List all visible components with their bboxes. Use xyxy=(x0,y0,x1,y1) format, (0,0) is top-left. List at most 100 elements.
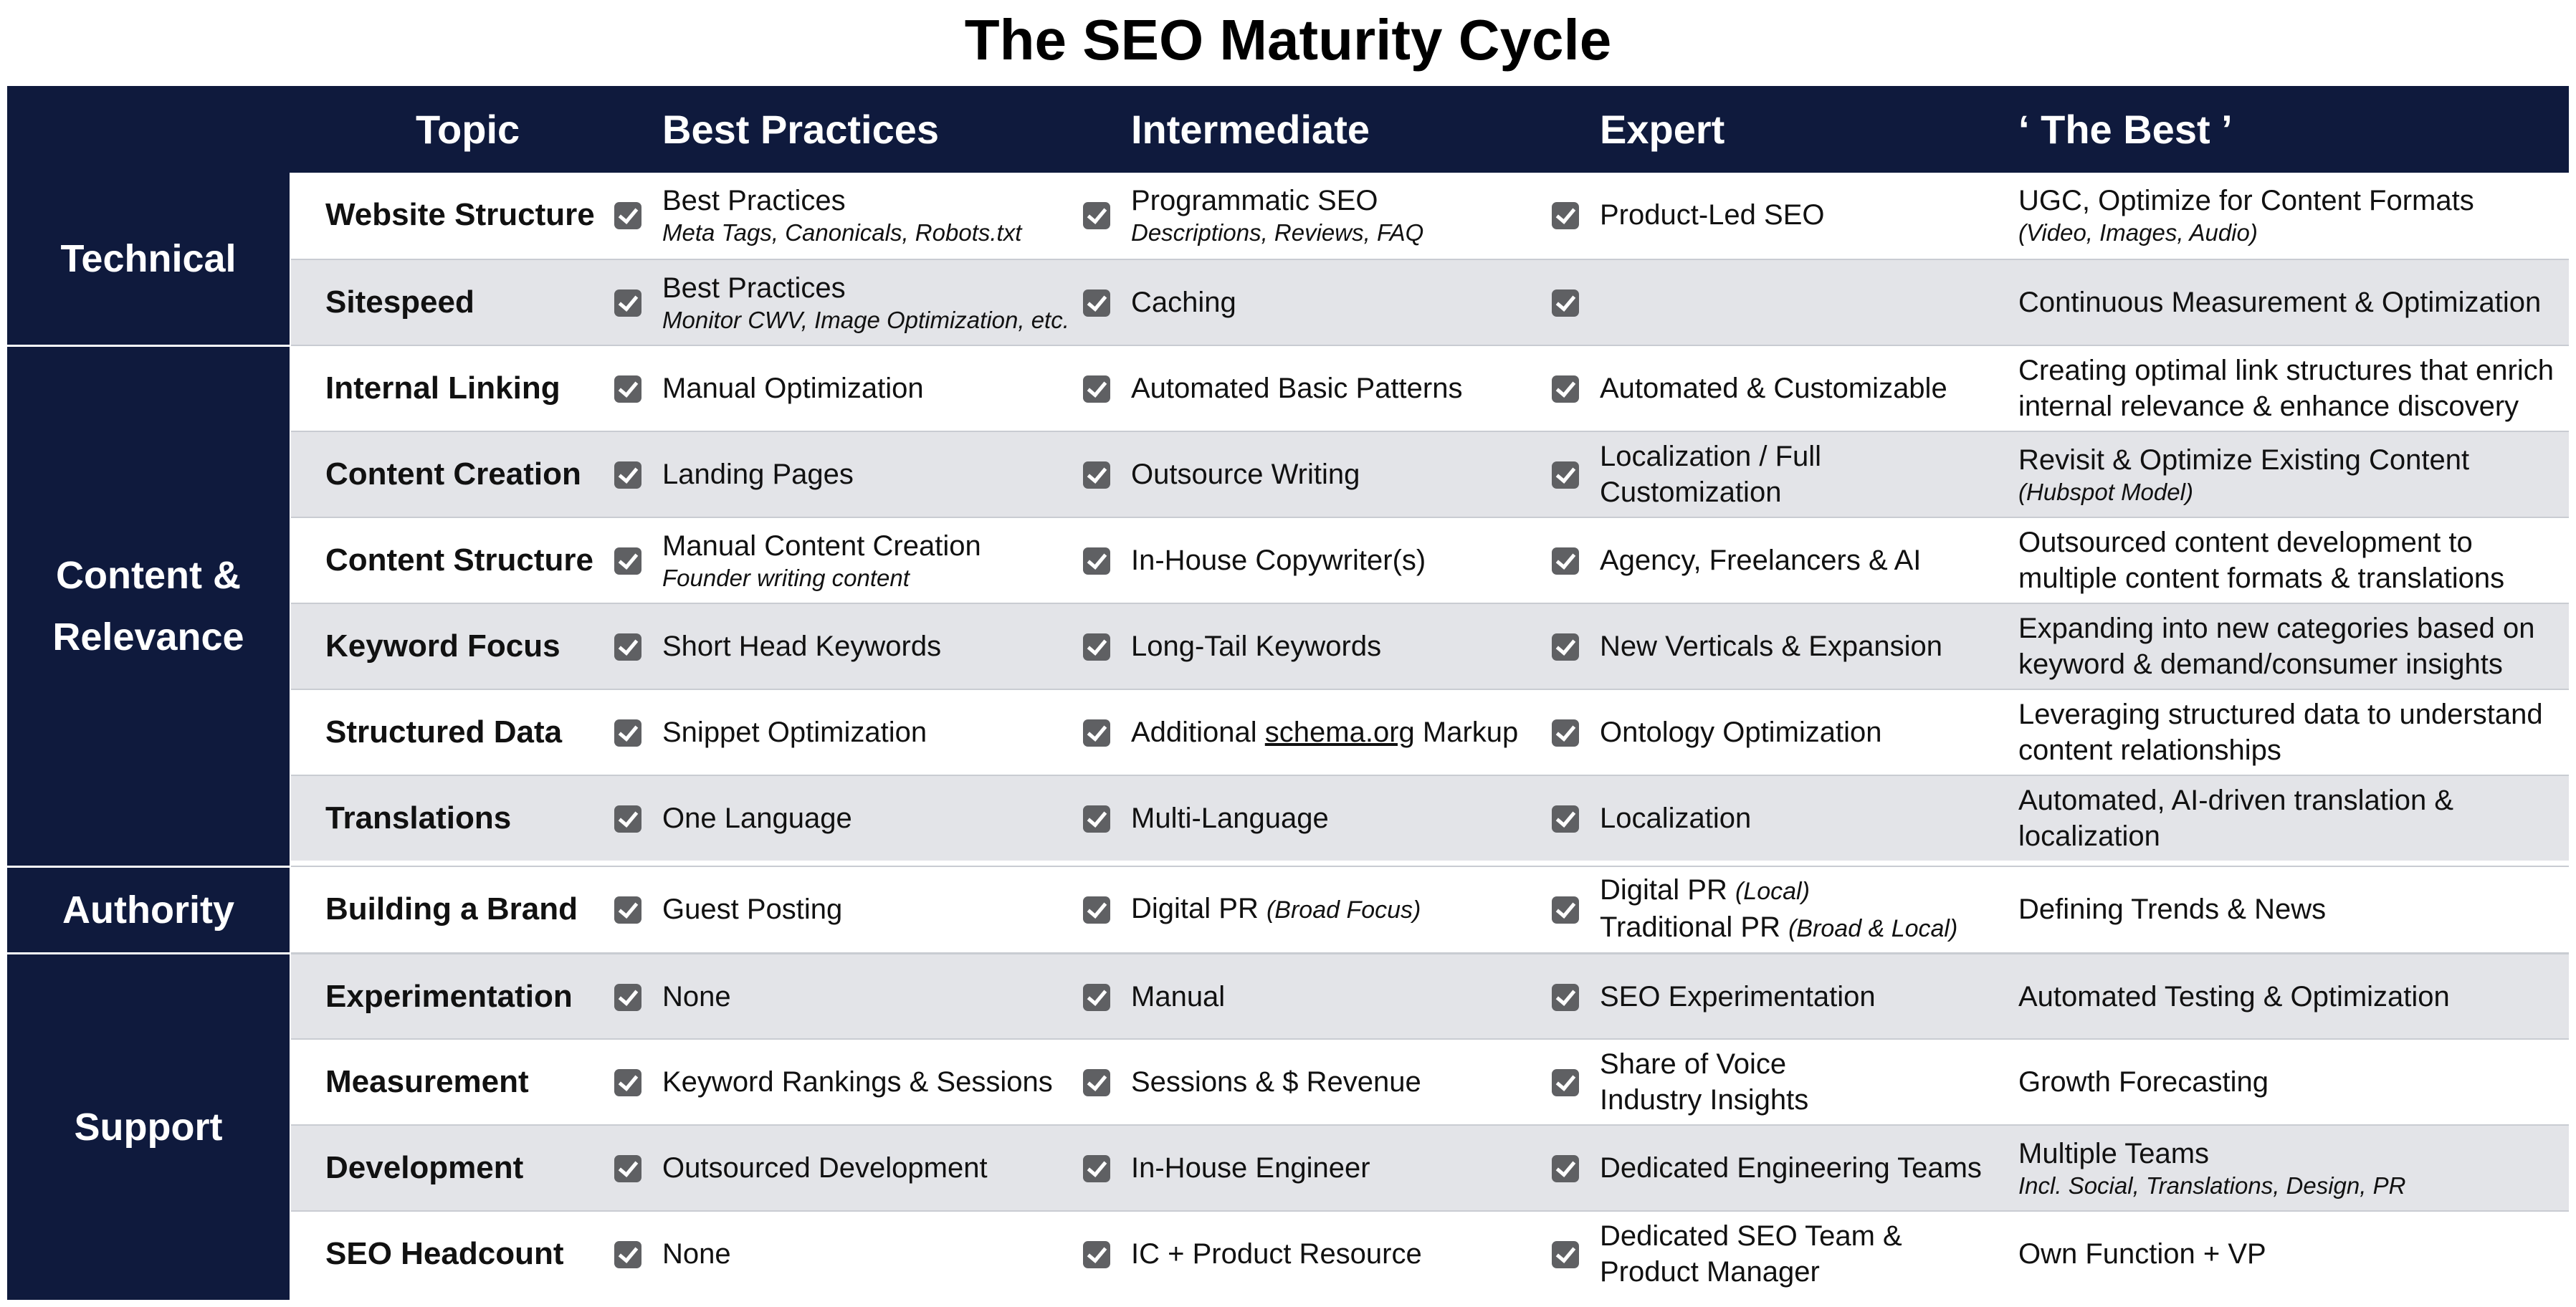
checkbox-icon xyxy=(1083,461,1110,489)
row-topic: Experimentation xyxy=(325,979,573,1014)
the-best-text: Expanding into new categories based on k… xyxy=(2018,613,2535,680)
best-practice-text: Short Head Keywords xyxy=(662,631,942,662)
checkbox-icon xyxy=(1083,1241,1110,1268)
checkbox-icon xyxy=(1552,1241,1579,1268)
intermediate-text: In-House Engineer xyxy=(1131,1152,1370,1184)
best-practice-text: Best Practices xyxy=(662,185,846,216)
checkbox-icon xyxy=(614,547,641,575)
intermediate-text: Digital PR (Broad Focus) xyxy=(1131,891,1575,928)
checkbox-icon xyxy=(614,461,641,489)
best-practice-detail: Meta Tags, Canonicals, Robots.txt xyxy=(662,219,1022,246)
expert-text: SEO Experimentation xyxy=(1600,981,1876,1012)
page-title: The SEO Maturity Cycle xyxy=(964,8,1612,72)
category-label: Content & xyxy=(56,554,241,597)
best-practice-detail: Founder writing content xyxy=(662,565,910,591)
table-header: Topic Best Practices Intermediate Expert… xyxy=(7,86,2569,173)
checkbox-icon xyxy=(1083,1155,1110,1182)
expert-text: Agency, Freelancers & AI xyxy=(1600,545,1922,576)
table-row: SEO Headcount None IC + Product Resource… xyxy=(291,1210,2569,1300)
best-practice-text: Manual Optimization xyxy=(662,373,924,404)
intermediate-text: Outsource Writing xyxy=(1131,459,1360,490)
best-practice-text: Snippet Optimization xyxy=(662,717,927,748)
intermediate-text: Long-Tail Keywords xyxy=(1131,631,1382,662)
checkbox-icon xyxy=(614,1241,641,1268)
expert-qualifier: (Local) xyxy=(1735,878,1810,905)
the-best-text: Automated Testing & Optimization xyxy=(2018,981,2450,1012)
category-label: Support xyxy=(74,1106,223,1149)
table-row: Website Structure Best Practices Meta Tag… xyxy=(291,173,2569,259)
expert-text: Dedicated SEO Team & Product Manager xyxy=(1600,1220,1902,1288)
checkbox-icon xyxy=(1552,633,1579,661)
the-best-text: Automated, AI-driven translation & local… xyxy=(2018,785,2453,852)
best-practice-text: None xyxy=(662,1238,731,1270)
the-best-detail: (Video, Images, Audio) xyxy=(2018,219,2258,246)
checkbox-icon xyxy=(1083,547,1110,575)
checkbox-icon xyxy=(1552,289,1579,317)
intermediate-qualifier: (Broad Focus) xyxy=(1266,896,1421,924)
expert-text: Share of Voice xyxy=(1600,1048,1787,1080)
checkbox-icon xyxy=(1552,547,1579,575)
best-practice-text: Keyword Rankings & Sessions xyxy=(662,1066,1053,1098)
row-topic: Content Structure xyxy=(325,542,593,578)
table-row: Keyword Focus Short Head Keywords Long-T… xyxy=(291,603,2569,689)
intermediate-text: Multi-Language xyxy=(1131,803,1329,834)
expert-text: Localization xyxy=(1600,803,1752,834)
expert-text: Digital PR (Local) xyxy=(1600,872,2016,909)
intermediate-detail: Descriptions, Reviews, FAQ xyxy=(1131,219,1424,246)
the-best-text: Creating optimal link structures that en… xyxy=(2018,355,2554,422)
the-best-text: Growth Forecasting xyxy=(2018,1066,2269,1098)
intermediate-text: Programmatic SEO xyxy=(1131,185,1378,216)
expert-text: Product-Led SEO xyxy=(1600,199,1825,231)
header-best-practices: Best Practices xyxy=(662,107,940,152)
checkbox-icon xyxy=(614,202,641,229)
expert-text: Automated & Customizable xyxy=(1600,373,1947,404)
table-row: Sitespeed Best Practices Monitor CWV, Ima… xyxy=(291,259,2569,345)
expert-text: Localization / Full Customization xyxy=(1600,441,1822,508)
header-intermediate: Intermediate xyxy=(1131,107,1370,152)
category-label: Authority xyxy=(62,889,234,932)
intermediate-text-part: Digital PR xyxy=(1131,893,1259,924)
schema-org-link[interactable]: schema.org xyxy=(1264,717,1415,748)
row-topic: Sitespeed xyxy=(325,284,474,320)
checkbox-icon xyxy=(614,289,641,317)
best-practice-text: None xyxy=(662,981,731,1012)
checkbox-icon xyxy=(1083,375,1110,403)
table-row: Building a Brand Guest Posting Digital P… xyxy=(291,866,2569,952)
expert-text-part: Traditional PR xyxy=(1600,911,1780,943)
table-row: Content Structure Manual Content Creatio… xyxy=(291,517,2569,603)
row-topic: SEO Headcount xyxy=(325,1236,564,1271)
checkbox-icon xyxy=(614,1069,641,1096)
checkbox-icon xyxy=(1552,984,1579,1011)
category-content-relevance: Content & Relevance xyxy=(7,345,290,866)
the-best-text: Leveraging structured data to understand… xyxy=(2018,699,2543,766)
expert-text: Ontology Optimization xyxy=(1600,717,1882,748)
the-best-text: Continuous Measurement & Optimization xyxy=(2018,287,2542,318)
the-best-text: Outsourced content development to multip… xyxy=(2018,527,2505,594)
checkbox-icon xyxy=(1552,202,1579,229)
row-topic: Measurement xyxy=(325,1064,529,1099)
intermediate-text: Manual xyxy=(1131,981,1226,1012)
checkbox-icon xyxy=(1083,805,1110,833)
the-best-detail: Incl. Social, Translations, Design, PR xyxy=(2018,1172,2406,1199)
checkbox-icon xyxy=(1083,202,1110,229)
intermediate-text: Automated Basic Patterns xyxy=(1131,373,1463,404)
expert-text: New Verticals & Expansion xyxy=(1600,631,1943,662)
row-topic: Content Creation xyxy=(325,456,581,492)
category-technical: Technical xyxy=(7,173,290,345)
checkbox-icon xyxy=(614,984,641,1011)
table-row: Internal Linking Manual Optimization Aut… xyxy=(291,345,2569,431)
best-practice-text: Outsourced Development xyxy=(662,1152,988,1184)
best-practice-detail: Monitor CWV, Image Optimization, etc. xyxy=(662,307,1069,333)
checkbox-icon xyxy=(1552,461,1579,489)
intermediate-text: In-House Copywriter(s) xyxy=(1131,545,1426,576)
row-topic: Structured Data xyxy=(325,714,563,750)
checkbox-icon xyxy=(1552,719,1579,747)
checkbox-icon xyxy=(1083,1069,1110,1096)
checkbox-icon xyxy=(1552,896,1579,924)
best-practice-text: Manual Content Creation xyxy=(662,530,981,562)
table-row: Experimentation None Manual SEO Experime… xyxy=(291,952,2569,1038)
expert-text: Industry Insights xyxy=(1600,1084,1809,1116)
checkbox-icon xyxy=(1083,633,1110,661)
expert-text: Traditional PR (Broad & Local) xyxy=(1600,909,2016,947)
checkbox-icon xyxy=(614,719,641,747)
